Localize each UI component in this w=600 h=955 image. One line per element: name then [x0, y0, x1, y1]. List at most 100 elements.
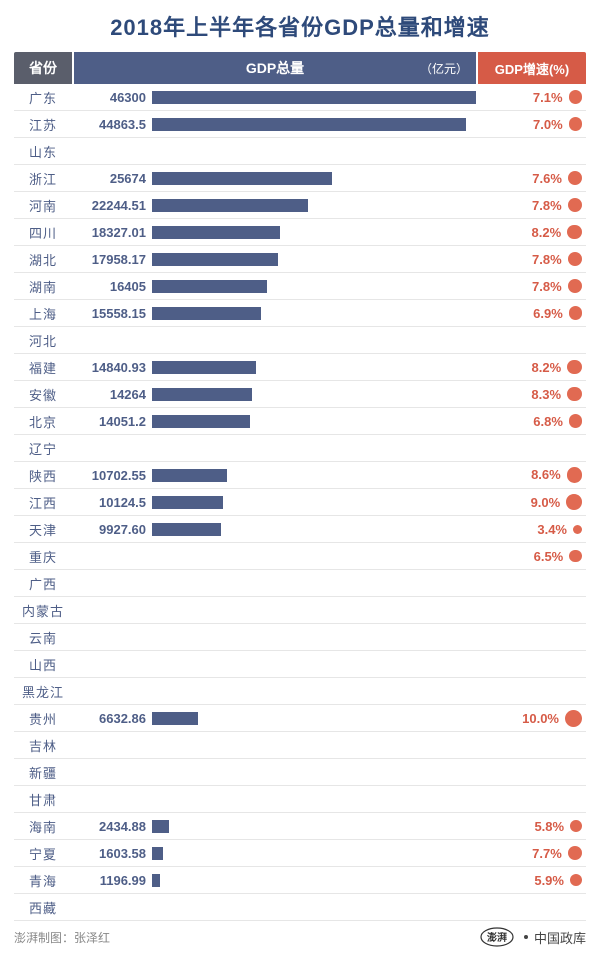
- province-cell: 内蒙古: [14, 601, 72, 620]
- province-cell: 福建: [14, 358, 72, 377]
- table-row: 天津9927.603.4%: [14, 516, 586, 543]
- table-row: 山西: [14, 651, 586, 678]
- growth-cell: 7.1%: [478, 90, 586, 105]
- gdp-cell: [74, 145, 476, 158]
- growth-dot: [567, 225, 582, 240]
- gdp-cell: 9927.60: [74, 522, 476, 537]
- table-row: 安徽142648.3%: [14, 381, 586, 408]
- table-row: 河北: [14, 327, 586, 354]
- growth-dot: [567, 360, 582, 375]
- gdp-cell: [74, 685, 476, 698]
- growth-cell: 5.8%: [478, 819, 586, 834]
- header-gdp-unit: （亿元）: [420, 60, 468, 77]
- table-row: 河南22244.517.8%: [14, 192, 586, 219]
- table-row: 上海15558.15 6.9%: [14, 300, 586, 327]
- growth-dot: [569, 414, 582, 427]
- gdp-bar: [152, 118, 466, 131]
- growth-value: 7.8%: [518, 279, 562, 294]
- gdp-value: 14840.93: [74, 360, 152, 375]
- gdp-value: 9927.60: [74, 522, 152, 537]
- bar-track: [152, 280, 476, 293]
- table-row: 江苏44863.57.0%: [14, 111, 586, 138]
- bar-track: [152, 685, 476, 698]
- growth-dot: [568, 846, 582, 860]
- gdp-bar: [152, 172, 332, 185]
- table-row: 贵州6632.8610.0%: [14, 705, 586, 732]
- growth-value: 5.8%: [520, 819, 564, 834]
- gdp-cell: 10124.5: [74, 495, 476, 510]
- bar-track: [152, 91, 476, 104]
- table-row: 湖南164057.8%: [14, 273, 586, 300]
- growth-value: 7.6%: [518, 171, 562, 186]
- gdp-cell: 46300: [74, 90, 476, 105]
- growth-value: 8.2%: [517, 360, 561, 375]
- growth-value: 9.0%: [516, 495, 560, 510]
- table-row: 吉林: [14, 732, 586, 759]
- province-cell: 黑龙江: [14, 682, 72, 701]
- table-row: 甘肃: [14, 786, 586, 813]
- growth-cell: 6.5%: [478, 549, 586, 564]
- gdp-bar: [152, 847, 163, 860]
- gdp-cell: 17958.17: [74, 252, 476, 267]
- table-row: 辽宁: [14, 435, 586, 462]
- growth-dot: [569, 550, 582, 563]
- gdp-cell: 1603.58: [74, 846, 476, 861]
- gdp-value: 44863.5: [74, 117, 152, 132]
- gdp-cell: [74, 550, 476, 563]
- table-row: 青海1196.995.9%: [14, 867, 586, 894]
- growth-cell: 8.2%: [478, 225, 586, 240]
- table-row: 黑龙江: [14, 678, 586, 705]
- growth-value: 7.0%: [519, 117, 563, 132]
- province-cell: 海南: [14, 817, 72, 836]
- bar-track: [152, 226, 476, 239]
- growth-dot: [569, 117, 582, 130]
- bar-track: [152, 469, 476, 482]
- province-cell: 西藏: [14, 898, 72, 917]
- gdp-value: 1603.58: [74, 846, 152, 861]
- gdp-bar: [152, 280, 267, 293]
- growth-value: 8.2%: [517, 225, 561, 240]
- growth-dot: [570, 874, 582, 886]
- growth-cell: 8.2%: [478, 360, 586, 375]
- growth-cell: 7.6%: [478, 171, 586, 186]
- gdp-cell: [74, 577, 476, 590]
- growth-dot: [568, 198, 582, 212]
- bar-track: [152, 253, 476, 266]
- gdp-bar: [152, 388, 252, 401]
- bar-track: [152, 307, 476, 320]
- gdp-value: 25674: [74, 171, 152, 186]
- growth-cell: 6.9%: [478, 306, 586, 321]
- gdp-cell: [74, 604, 476, 617]
- province-cell: 上海: [14, 304, 72, 323]
- growth-dot: [566, 494, 582, 510]
- table-row: 内蒙古: [14, 597, 586, 624]
- province-cell: 宁夏: [14, 844, 72, 863]
- province-cell: 广东: [14, 88, 72, 107]
- growth-cell: 8.3%: [478, 387, 586, 402]
- gdp-cell: [74, 766, 476, 779]
- province-cell: 广西: [14, 574, 72, 593]
- gdp-value: 10702.55: [74, 468, 152, 483]
- gdp-bar: [152, 91, 476, 104]
- gdp-cell: [74, 334, 476, 347]
- province-cell: 安徽: [14, 385, 72, 404]
- growth-dot: [567, 467, 582, 482]
- growth-value: 10.0%: [515, 711, 559, 726]
- gdp-cell: 14264: [74, 387, 476, 402]
- table-row: 陕西10702.558.6%: [14, 462, 586, 489]
- table-row: 海南2434.885.8%: [14, 813, 586, 840]
- gdp-value: 6632.86: [74, 711, 152, 726]
- province-cell: 甘肃: [14, 790, 72, 809]
- gdp-bar: [152, 253, 278, 266]
- province-cell: 重庆: [14, 547, 72, 566]
- province-cell: 新疆: [14, 763, 72, 782]
- bar-track: [152, 901, 476, 914]
- growth-cell: 8.6%: [478, 467, 586, 482]
- header-gdp-label: GDP总量: [246, 58, 304, 78]
- province-cell: 吉林: [14, 736, 72, 755]
- gdp-value: 15558.15: [74, 306, 152, 321]
- bar-track: [152, 172, 476, 185]
- gdp-value: 22244.51: [74, 198, 152, 213]
- table-row: 西藏: [14, 894, 586, 921]
- gdp-cell: [74, 442, 476, 455]
